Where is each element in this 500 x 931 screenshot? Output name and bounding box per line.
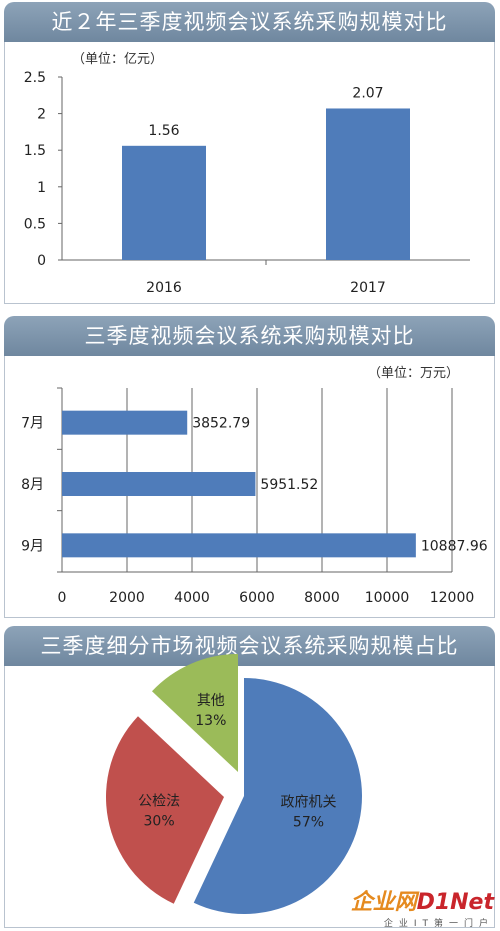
chart1-category-label: 2017	[350, 280, 386, 296]
chart1-bar	[326, 108, 410, 260]
chart2-x-tick-label: 8000	[304, 590, 340, 606]
chart1-title-band: 近２年三季度视频会议系统采购规模对比	[4, 2, 495, 42]
chart2-data-label: 10887.96	[421, 538, 488, 554]
chart1-title: 近２年三季度视频会议系统采购规模对比	[51, 10, 448, 34]
chart2-x-tick-label: 6000	[239, 590, 275, 606]
chart3-title-band: 三季度细分市场视频会议系统采购规模占比	[4, 626, 495, 666]
chart1-y-tick-label: 2	[37, 107, 46, 123]
chart3-slice-percent: 13%	[195, 713, 226, 729]
chart1-y-tick-label: 1	[37, 180, 46, 196]
chart2-data-label: 3852.79	[192, 416, 250, 432]
chart3-pie-slice	[105, 716, 224, 904]
chart3-slice-percent: 57%	[293, 814, 324, 830]
chart3-slice-label: 公检法	[138, 793, 180, 809]
chart1-category-label: 2016	[146, 280, 182, 296]
chart2-title: 三季度视频会议系统采购规模对比	[84, 324, 415, 348]
watermark-brand-a: 企业网	[350, 890, 417, 915]
chart2-category-label: 9月	[21, 538, 44, 554]
chart1-data-label: 1.56	[148, 123, 179, 139]
chart2-x-tick-label: 2000	[109, 590, 145, 606]
watermark-logo: 企业网D1Net 企业IT第一门户	[351, 884, 494, 929]
chart2-category-label: 7月	[21, 416, 44, 432]
chart1-data-label: 2.07	[352, 85, 383, 101]
chart3-pie-slice	[193, 678, 362, 914]
chart1-y-tick-label: 0.5	[24, 216, 46, 232]
chart3-slice-percent: 30%	[144, 813, 175, 829]
chart2-unit: （单位：万元）	[368, 366, 460, 381]
chart1-unit: （单位：亿元）	[72, 52, 164, 67]
chart3-slice-label: 政府机关	[280, 794, 336, 810]
chart2-x-tick-label: 0	[58, 590, 67, 606]
chart3-slice-label: 其他	[197, 693, 225, 709]
chart2-bar	[62, 533, 416, 558]
chart2-x-tick-label: 12000	[430, 590, 475, 606]
chart2-category-label: 8月	[21, 477, 44, 493]
chart1-y-tick-label: 0	[37, 253, 46, 269]
chart3-title: 三季度细分市场视频会议系统采购规模占比	[40, 634, 459, 658]
chart2-bar	[62, 472, 256, 496]
chart2-x-tick-label: 10000	[365, 590, 410, 606]
chart1-y-tick-label: 1.5	[24, 143, 46, 159]
watermark-sub: 企业IT第一门户	[383, 919, 494, 929]
watermark-brand-b: D1Net	[416, 890, 494, 915]
chart1-bar	[122, 145, 206, 260]
chart2-x-tick-label: 4000	[174, 590, 210, 606]
chart1-y-tick-label: 2.5	[24, 70, 46, 86]
chart2-bar	[62, 410, 188, 435]
chart2-data-label: 5951.52	[260, 477, 318, 493]
chart3-pie-slice	[151, 654, 238, 772]
chart2-title-band: 三季度视频会议系统采购规模对比	[4, 316, 495, 356]
